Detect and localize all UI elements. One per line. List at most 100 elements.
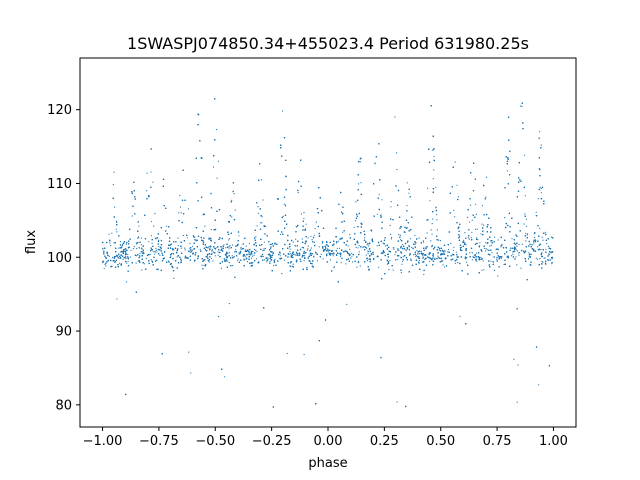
data-point <box>190 372 192 374</box>
data-point <box>525 232 527 234</box>
data-point <box>432 256 434 258</box>
data-point <box>392 269 394 271</box>
data-point <box>544 262 547 264</box>
data-point <box>526 234 528 236</box>
data-point <box>266 257 268 259</box>
data-point <box>261 222 263 224</box>
data-point <box>474 257 476 259</box>
data-point <box>305 223 307 225</box>
data-point <box>454 216 456 218</box>
data-point <box>406 182 408 184</box>
data-point <box>303 217 305 220</box>
data-point <box>223 376 226 378</box>
data-point <box>422 240 424 242</box>
data-point <box>228 239 230 241</box>
data-point <box>250 250 252 252</box>
data-point <box>176 256 178 258</box>
data-point <box>434 257 436 259</box>
data-point <box>146 190 148 192</box>
data-point <box>447 248 449 251</box>
data-point <box>442 253 444 256</box>
data-point <box>543 257 545 259</box>
data-point <box>289 248 291 250</box>
data-point <box>253 248 256 250</box>
data-point <box>250 257 252 259</box>
data-point <box>301 246 303 248</box>
data-point <box>109 242 111 244</box>
data-point <box>270 246 272 248</box>
data-point <box>551 263 553 265</box>
data-point <box>292 263 294 265</box>
data-point <box>394 254 396 256</box>
data-point <box>127 253 129 256</box>
data-point <box>336 242 338 244</box>
data-point <box>125 257 127 260</box>
data-point <box>320 253 322 255</box>
data-point <box>271 251 273 253</box>
data-point <box>272 251 274 253</box>
data-point <box>500 257 502 259</box>
data-point <box>481 205 483 207</box>
data-point <box>228 248 230 250</box>
data-point <box>136 248 138 250</box>
data-point <box>536 246 539 248</box>
data-point <box>132 248 134 250</box>
data-point <box>515 249 517 251</box>
data-point <box>356 266 358 268</box>
data-point <box>389 260 391 262</box>
data-point <box>310 235 312 237</box>
data-point <box>204 225 206 227</box>
data-point <box>217 316 220 318</box>
data-point <box>161 253 164 255</box>
data-point <box>269 260 271 262</box>
data-point <box>360 182 362 184</box>
data-point <box>510 255 513 257</box>
data-point <box>433 155 435 158</box>
data-point <box>402 255 404 257</box>
data-point <box>405 249 407 251</box>
data-point <box>136 243 138 245</box>
data-point <box>178 212 180 214</box>
data-point <box>351 256 353 258</box>
data-point <box>525 218 528 220</box>
data-point <box>187 208 189 210</box>
data-point <box>459 315 461 317</box>
data-point <box>368 245 370 247</box>
data-point <box>216 247 218 249</box>
data-point <box>119 241 122 243</box>
data-point <box>419 253 421 255</box>
data-point <box>315 221 317 223</box>
data-point <box>454 262 456 264</box>
data-point <box>481 223 483 225</box>
data-point <box>485 250 487 252</box>
data-point <box>349 248 351 250</box>
data-point <box>125 281 128 283</box>
data-point <box>345 263 347 265</box>
data-point <box>504 217 506 219</box>
data-point <box>362 246 364 248</box>
data-point <box>355 246 357 248</box>
data-point <box>217 254 219 256</box>
data-point <box>388 269 390 271</box>
data-point <box>397 258 399 260</box>
data-point <box>347 245 349 247</box>
data-point <box>490 260 492 262</box>
data-point <box>238 235 240 237</box>
data-point <box>203 264 205 266</box>
data-point <box>351 252 353 254</box>
data-point <box>394 116 396 118</box>
data-point <box>264 247 266 250</box>
data-point <box>295 238 297 240</box>
data-point <box>535 257 537 259</box>
data-point <box>263 241 265 243</box>
chart-title: 1SWASPJ074850.34+455023.4 Period 631980.… <box>127 34 529 53</box>
data-point <box>281 110 284 112</box>
data-point <box>306 249 309 251</box>
data-point <box>217 160 219 162</box>
data-point <box>390 201 392 203</box>
data-point <box>184 247 186 249</box>
data-point <box>406 205 408 207</box>
data-point <box>125 243 128 245</box>
data-point <box>516 245 518 247</box>
data-point <box>216 177 218 179</box>
